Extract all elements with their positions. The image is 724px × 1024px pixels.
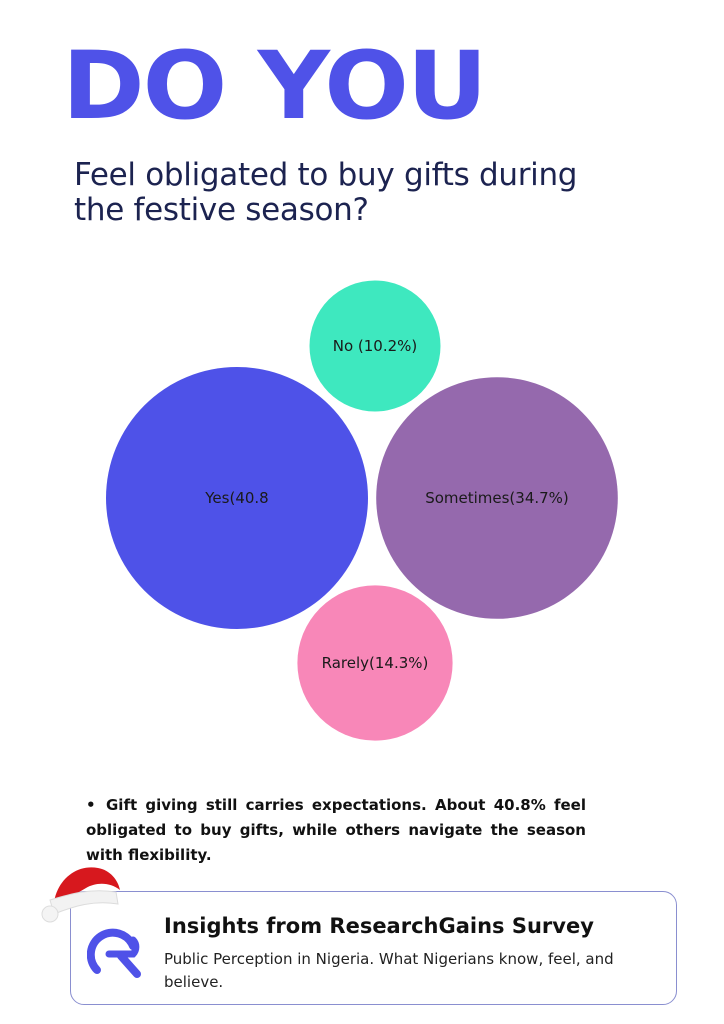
bubble-label-no: No (10.2%) <box>333 337 418 355</box>
question-text: Feel obligated to buy gifts during the f… <box>74 157 578 228</box>
bubble-label-yes: Yes(40.8 <box>204 489 268 507</box>
card-title: Insights from ResearchGains Survey <box>164 914 594 938</box>
bubble-yes <box>106 367 368 629</box>
bubble-sometimes <box>376 377 618 619</box>
santa-hat-icon <box>41 867 120 923</box>
bubble-chart: No (10.2%) Yes(40.8 Sometimes(34.7%) Rarely… <box>106 280 618 741</box>
summary-bullet: • Gift giving still carries expectations.… <box>86 793 586 868</box>
card-description: Public Perception in Nigeria. What Niger… <box>164 950 614 991</box>
bubble-label-sometimes: Sometimes(34.7%) <box>425 489 569 507</box>
bubble-label-rarely: Rarely(14.3%) <box>322 654 429 672</box>
headline: DO YOU <box>62 32 488 141</box>
footer-card: Insights from ResearchGains Survey Publi… <box>70 891 677 1005</box>
bubble-no <box>309 280 441 412</box>
summary-text: Gift giving still carries expectations. … <box>86 796 586 864</box>
researchgains-logo-icon <box>87 928 141 978</box>
bubble-rarely <box>297 585 453 741</box>
bullet-dot: • <box>86 796 96 814</box>
